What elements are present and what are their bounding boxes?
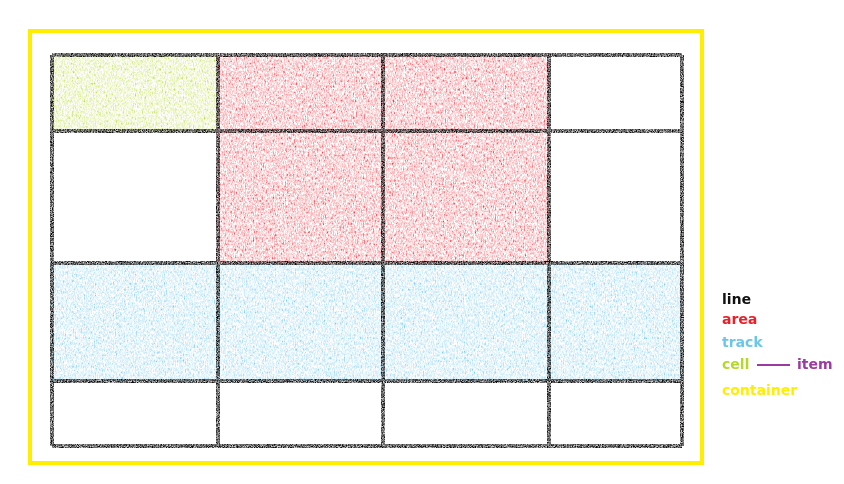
legend-item-label: item — [797, 357, 833, 373]
legend-area-label: area — [722, 312, 757, 328]
area-cell-fill — [383, 131, 549, 263]
track-cell-fill — [218, 263, 383, 381]
legend-container-label: container — [722, 383, 797, 399]
legend: line area track cell item container — [722, 292, 833, 399]
legend-line-label: line — [722, 292, 751, 308]
grid-lines — [50, 53, 684, 448]
track-cell-fill — [52, 263, 218, 381]
track-cell-fill — [383, 263, 549, 381]
legend-track-label: track — [722, 335, 763, 351]
track-cell-fill — [549, 263, 682, 381]
legend-cell-label: cell — [722, 357, 749, 373]
area-cell-fill — [218, 55, 383, 131]
area-cell-fill — [218, 131, 383, 263]
cell-cell-fill — [52, 55, 218, 131]
area-cell-fill — [383, 55, 549, 131]
grid-container-outline — [28, 29, 704, 465]
cell-fills — [52, 55, 682, 381]
